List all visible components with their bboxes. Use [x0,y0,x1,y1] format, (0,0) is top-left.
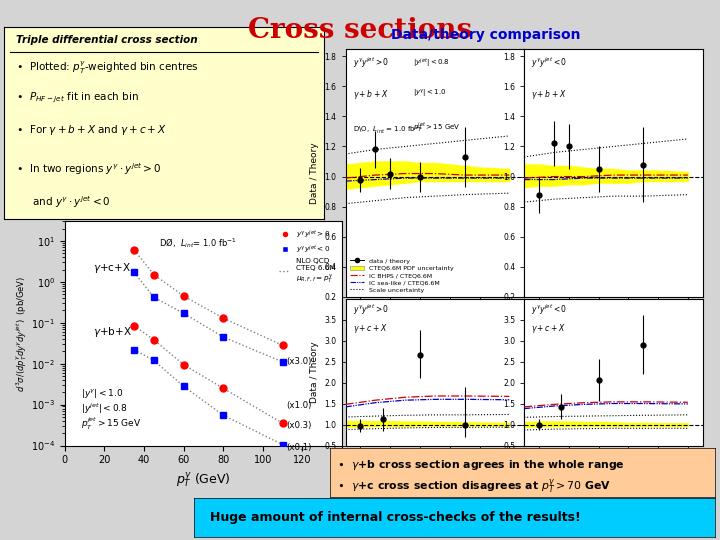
Text: (x0.3): (x0.3) [287,422,312,430]
Text: $\gamma + c + X$: $\gamma + c + X$ [531,322,566,335]
Y-axis label: Data / Theory: Data / Theory [310,142,319,204]
Text: Data/theory comparison: Data/theory comparison [391,28,581,42]
Text: $y^{\gamma}y^{jet} > 0$: $y^{\gamma}y^{jet} > 0$ [353,303,389,318]
Text: Triple differential cross section: Triple differential cross section [17,35,198,45]
Text: and $y^{\gamma} \cdot y^{jet} < 0$: and $y^{\gamma} \cdot y^{jet} < 0$ [17,194,111,210]
Text: $\gamma + b + X$: $\gamma + b + X$ [353,89,388,102]
Text: $\bullet$  Plotted: $p_T^{\gamma}$-weighted bin centres: $\bullet$ Plotted: $p_T^{\gamma}$-weight… [17,59,199,76]
Text: $\gamma$+c+X: $\gamma$+c+X [92,261,130,275]
Text: (x1.0): (x1.0) [287,401,312,410]
X-axis label: $p_T^{\gamma}$ (GeV): $p_T^{\gamma}$ (GeV) [176,471,230,490]
Text: $|y^{\gamma}| < 1.0$: $|y^{\gamma}| < 1.0$ [81,387,124,400]
Y-axis label: Data / Theory: Data / Theory [310,341,319,403]
Text: (x0.1): (x0.1) [287,443,312,452]
Text: $y^{\gamma}y^{jet} < 0$: $y^{\gamma}y^{jet} < 0$ [531,303,567,318]
Text: $y^{\gamma}y^{jet} < 0$: $y^{\gamma}y^{jet} < 0$ [531,56,567,70]
Text: Cross sections: Cross sections [248,17,472,44]
Text: $p_T^{jet} > 15$ GeV: $p_T^{jet} > 15$ GeV [81,416,142,432]
Text: $\bullet$  $\gamma$+c cross section disagrees at $p_T^{\gamma} > 70$ GeV: $\bullet$ $\gamma$+c cross section disag… [338,478,611,496]
Text: D\O,  $L_{int}$ = 1.0 fb$^{-1}$: D\O, $L_{int}$ = 1.0 fb$^{-1}$ [353,123,423,136]
Text: (x3.0): (x3.0) [287,357,312,367]
Legend: $y^{\gamma}y^{jet} > 0$, $y^{\gamma}y^{jet} < 0$, NLO QCD
CTEQ 6.6M
$\mu_{R,F,f}: $y^{\gamma}y^{jet} > 0$, $y^{\gamma}y^{j… [276,225,338,287]
Text: Huge amount of internal cross-checks of the results!: Huge amount of internal cross-checks of … [210,511,581,524]
Text: $\bullet$  $P_{HF-jet}$ fit in each bin: $\bullet$ $P_{HF-jet}$ fit in each bin [17,90,140,105]
Text: $|y^{jet}| < 0.8$: $|y^{jet}| < 0.8$ [81,401,128,416]
Text: $y^{\gamma}y^{jet} > 0$: $y^{\gamma}y^{jet} > 0$ [353,56,389,70]
X-axis label: $p_T^{\gamma}$ (GeV): $p_T^{\gamma}$ (GeV) [413,469,456,485]
Text: $\bullet$  $\gamma$+b cross section agrees in the whole range: $\bullet$ $\gamma$+b cross section agree… [338,458,625,472]
Text: $|y^{\gamma}| < 1.0$: $|y^{\gamma}| < 1.0$ [413,89,447,100]
Text: $\gamma + c + X$: $\gamma + c + X$ [353,322,387,335]
Legend: data / theory, CTEQ6.6M PDF uncertainty, IC BHPS / CTEQ6.6M, IC sea-like / CTEQ6: data / theory, CTEQ6.6M PDF uncertainty,… [348,257,455,294]
Text: DØ,  $L_{int}$= 1.0 fb$^{-1}$: DØ, $L_{int}$= 1.0 fb$^{-1}$ [159,235,237,249]
Text: $\gamma$+b+X: $\gamma$+b+X [92,325,132,339]
X-axis label: $p_T^{\gamma}$ (GeV): $p_T^{\gamma}$ (GeV) [592,469,635,485]
Text: $p_T^{jet} > 15$ GeV: $p_T^{jet} > 15$ GeV [413,120,461,134]
Text: $\bullet$  For $\gamma + b + X$ and $\gamma + c + X$: $\bullet$ For $\gamma + b + X$ and $\gam… [17,123,168,137]
Text: $\bullet$  In two regions $y^{\gamma} \cdot y^{jet} > 0$: $\bullet$ In two regions $y^{\gamma} \cd… [17,161,162,177]
Text: $\gamma + b + X$: $\gamma + b + X$ [531,89,567,102]
Y-axis label: $d^3\sigma/(dp_T^{\gamma}dy^{\gamma}dy^{jet})$  (pb/GeV): $d^3\sigma/(dp_T^{\gamma}dy^{\gamma}dy^{… [14,275,30,391]
Text: $|y^{jet}| < 0.8$: $|y^{jet}| < 0.8$ [413,56,450,69]
